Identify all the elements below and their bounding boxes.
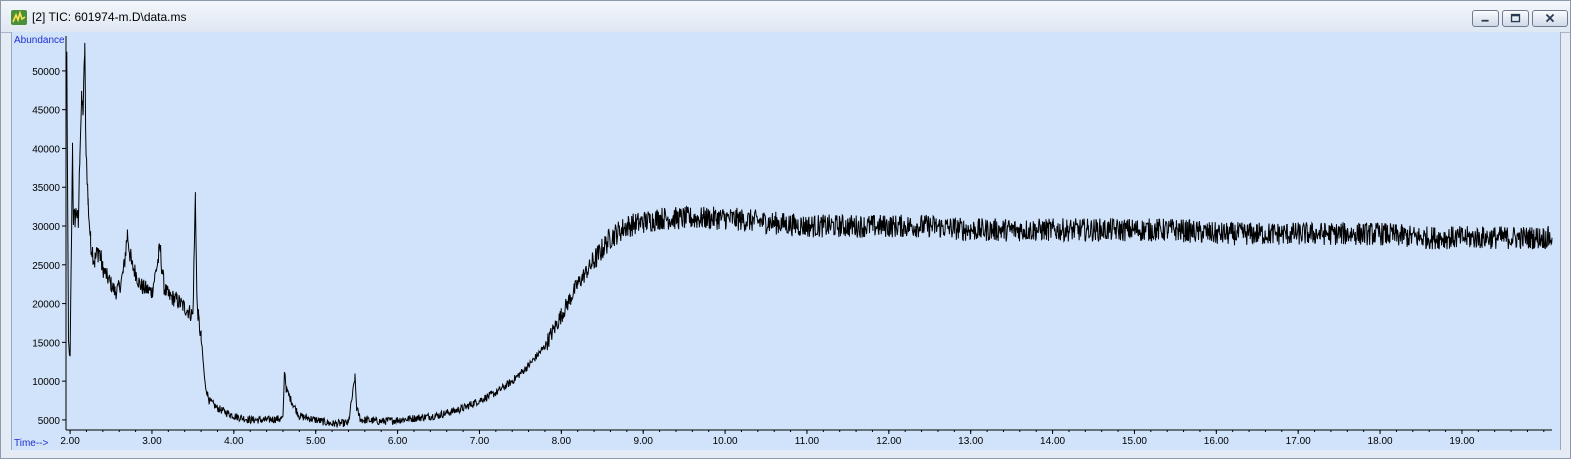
y-tick-label: 30000 [32, 222, 60, 233]
x-tick-label: 9.00 [633, 436, 653, 447]
y-tick-label: 15000 [32, 338, 60, 349]
x-tick-label: 3.00 [142, 436, 162, 447]
x-tick-label: 15.00 [1122, 436, 1147, 447]
x-tick-label: 4.00 [224, 436, 244, 447]
x-tick-label: 17.00 [1286, 436, 1311, 447]
close-button[interactable] [1532, 10, 1568, 27]
x-ticks: 2.00 3.00 4.00 5.00 6.00 7.00 8.00 9.00 10.00 11.… [60, 430, 1545, 447]
tic-series-line [66, 42, 1553, 428]
x-tick-label: 16.00 [1204, 436, 1229, 447]
y-tick-label: 40000 [32, 144, 60, 155]
minimize-icon [1481, 19, 1489, 22]
plot-area[interactable]: Abundance Time--> 5000 10000 15000 20000 250… [11, 32, 1561, 450]
x-tick-label: 2.00 [60, 436, 80, 447]
y-tick-label: 45000 [32, 106, 60, 117]
y-tick-label: 10000 [32, 377, 60, 388]
x-tick-label: 8.00 [552, 436, 572, 447]
x-tick-label: 14.00 [1040, 436, 1065, 447]
x-tick-label: 7.00 [470, 436, 490, 447]
x-tick-label: 10.00 [713, 436, 738, 447]
y-tick-label: 25000 [32, 261, 60, 272]
chromatogram-app-icon [11, 10, 27, 25]
x-tick-label: 12.00 [876, 436, 901, 447]
tic-chart: Abundance Time--> 5000 10000 15000 20000 250… [14, 35, 1553, 449]
y-tick-label: 20000 [32, 300, 60, 311]
window-title: [2] TIC: 601974-m.D\data.ms [32, 10, 187, 24]
x-tick-label: 18.00 [1368, 436, 1393, 447]
y-tick-label: 5000 [38, 416, 61, 427]
y-tick-label: 50000 [32, 67, 60, 78]
x-tick-label: 5.00 [306, 436, 326, 447]
restore-button[interactable] [1502, 10, 1529, 27]
y-tick-label: 35000 [32, 183, 60, 194]
restore-icon [1510, 13, 1521, 23]
x-tick-label: 6.00 [388, 436, 408, 447]
series-group [66, 42, 1553, 428]
minimize-button[interactable] [1472, 10, 1499, 27]
y-axis-label: Abundance [14, 35, 65, 46]
x-tick-label: 11.00 [795, 436, 820, 447]
title-bar[interactable]: [2] TIC: 601974-m.D\data.ms [1, 1, 1570, 33]
y-ticks: 5000 10000 15000 20000 25000 30000 35000 40000 4… [32, 67, 66, 427]
close-icon [1545, 13, 1555, 23]
x-tick-label: 13.00 [958, 436, 983, 447]
x-axis-label: Time--> [14, 438, 49, 449]
x-tick-label: 19.00 [1449, 436, 1474, 447]
